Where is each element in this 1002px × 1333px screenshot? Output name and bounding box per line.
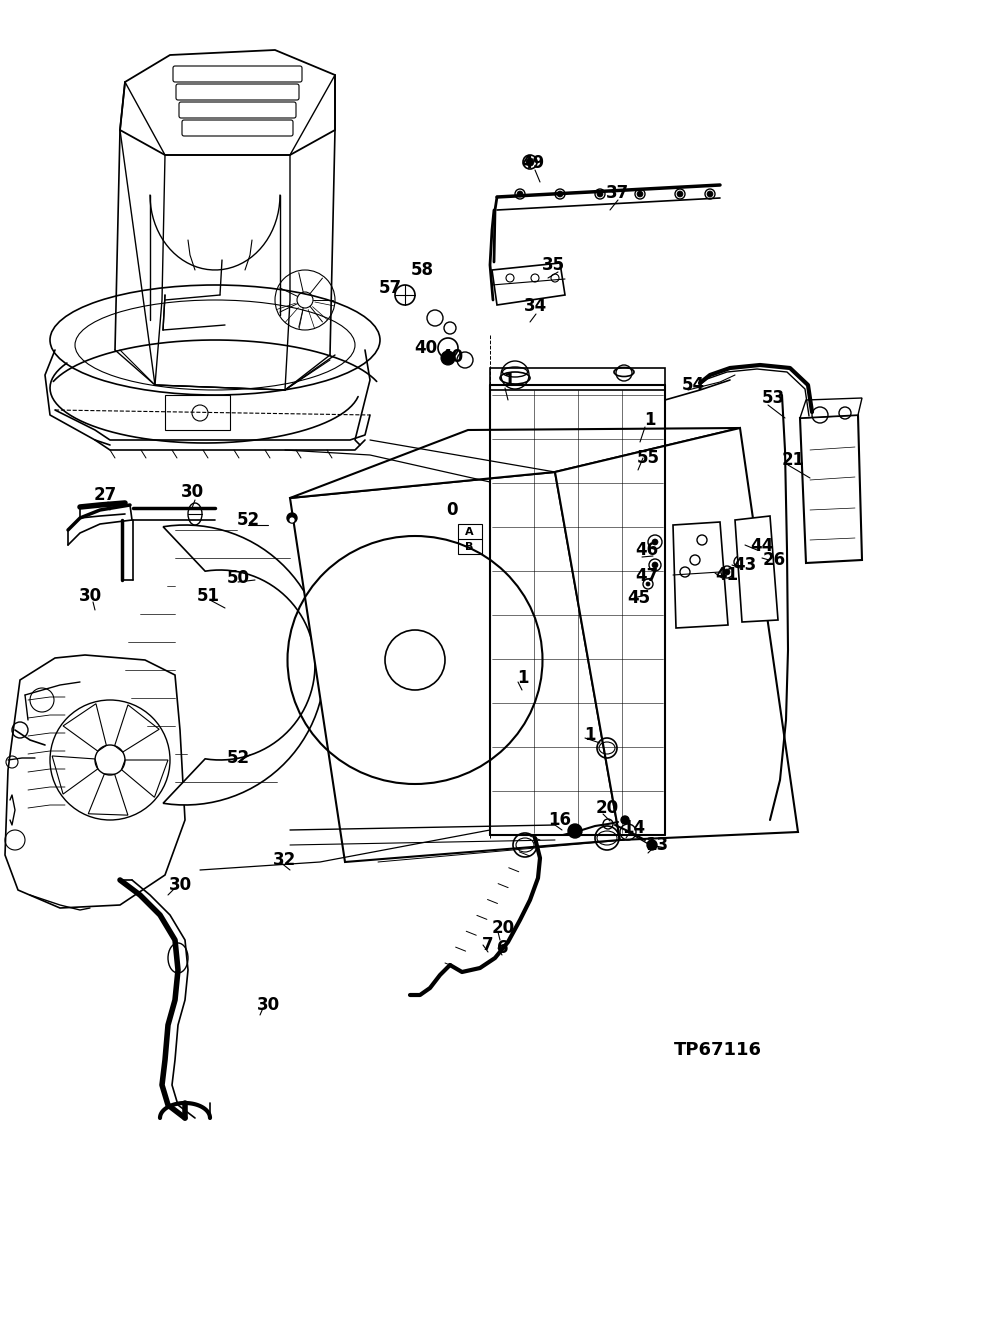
Text: 32: 32: [274, 850, 297, 869]
Circle shape: [637, 191, 643, 197]
Text: 26: 26: [763, 551, 786, 569]
Polygon shape: [290, 428, 740, 499]
Polygon shape: [800, 415, 862, 563]
Text: 50: 50: [226, 569, 249, 587]
Text: 0: 0: [446, 501, 458, 519]
Polygon shape: [63, 704, 106, 752]
Circle shape: [652, 539, 658, 545]
Polygon shape: [52, 756, 98, 794]
Polygon shape: [735, 516, 778, 623]
Text: 53: 53: [762, 389, 785, 407]
Text: 21: 21: [782, 451, 805, 469]
Text: 55: 55: [636, 449, 659, 467]
Text: 27: 27: [93, 487, 116, 504]
Circle shape: [289, 517, 295, 523]
Circle shape: [646, 583, 650, 587]
Text: 34: 34: [524, 297, 548, 315]
Text: 37: 37: [606, 184, 629, 203]
Text: 30: 30: [78, 587, 101, 605]
Bar: [490, 368, 665, 391]
Circle shape: [677, 191, 683, 197]
Text: 51: 51: [196, 587, 219, 605]
Text: 41: 41: [715, 567, 738, 584]
Circle shape: [557, 191, 563, 197]
Text: TP67116: TP67116: [674, 1041, 762, 1058]
Text: 46: 46: [635, 541, 658, 559]
Circle shape: [647, 840, 657, 850]
Text: 54: 54: [681, 376, 704, 395]
Text: 6: 6: [497, 938, 509, 957]
Text: 44: 44: [750, 537, 774, 555]
Bar: [165, 395, 230, 431]
Circle shape: [287, 513, 297, 523]
Text: 43: 43: [733, 556, 757, 575]
Text: 52: 52: [236, 511, 260, 529]
Polygon shape: [290, 472, 620, 862]
Text: 13: 13: [645, 836, 668, 854]
Circle shape: [737, 559, 743, 565]
Circle shape: [621, 816, 629, 824]
Polygon shape: [800, 399, 862, 419]
Text: 20: 20: [491, 918, 515, 937]
Text: 30: 30: [180, 483, 203, 501]
Polygon shape: [121, 760, 168, 797]
Text: 16: 16: [548, 810, 571, 829]
Circle shape: [568, 824, 582, 838]
Text: 52: 52: [226, 749, 249, 766]
Circle shape: [441, 351, 455, 365]
Text: 47: 47: [635, 567, 658, 585]
Polygon shape: [673, 523, 728, 628]
Circle shape: [707, 191, 713, 197]
Text: 30: 30: [168, 876, 191, 894]
Polygon shape: [88, 774, 128, 816]
Polygon shape: [492, 263, 565, 305]
Text: B: B: [465, 543, 473, 552]
Text: 1: 1: [517, 669, 529, 686]
Circle shape: [526, 159, 534, 167]
Text: A: A: [465, 527, 473, 537]
Text: 1: 1: [644, 411, 655, 429]
Text: 20: 20: [595, 798, 618, 817]
Text: 49: 49: [521, 155, 545, 172]
Circle shape: [724, 569, 730, 575]
Bar: [458, 524, 482, 555]
Circle shape: [652, 563, 658, 568]
Text: 1: 1: [503, 372, 515, 391]
Text: 40: 40: [441, 348, 464, 367]
Circle shape: [517, 191, 523, 197]
Text: 57: 57: [379, 279, 402, 297]
Text: 58: 58: [411, 261, 434, 279]
Circle shape: [597, 191, 603, 197]
Text: 35: 35: [541, 256, 564, 275]
Circle shape: [747, 540, 753, 547]
Text: 7: 7: [482, 936, 494, 954]
Text: 45: 45: [627, 589, 650, 607]
Text: 1: 1: [584, 726, 596, 744]
Text: 40: 40: [415, 339, 438, 357]
Polygon shape: [163, 525, 325, 805]
Text: 14: 14: [622, 818, 645, 837]
Polygon shape: [114, 705, 159, 752]
Polygon shape: [5, 655, 185, 908]
Polygon shape: [120, 51, 335, 155]
Text: 30: 30: [257, 996, 280, 1014]
Polygon shape: [555, 428, 798, 840]
